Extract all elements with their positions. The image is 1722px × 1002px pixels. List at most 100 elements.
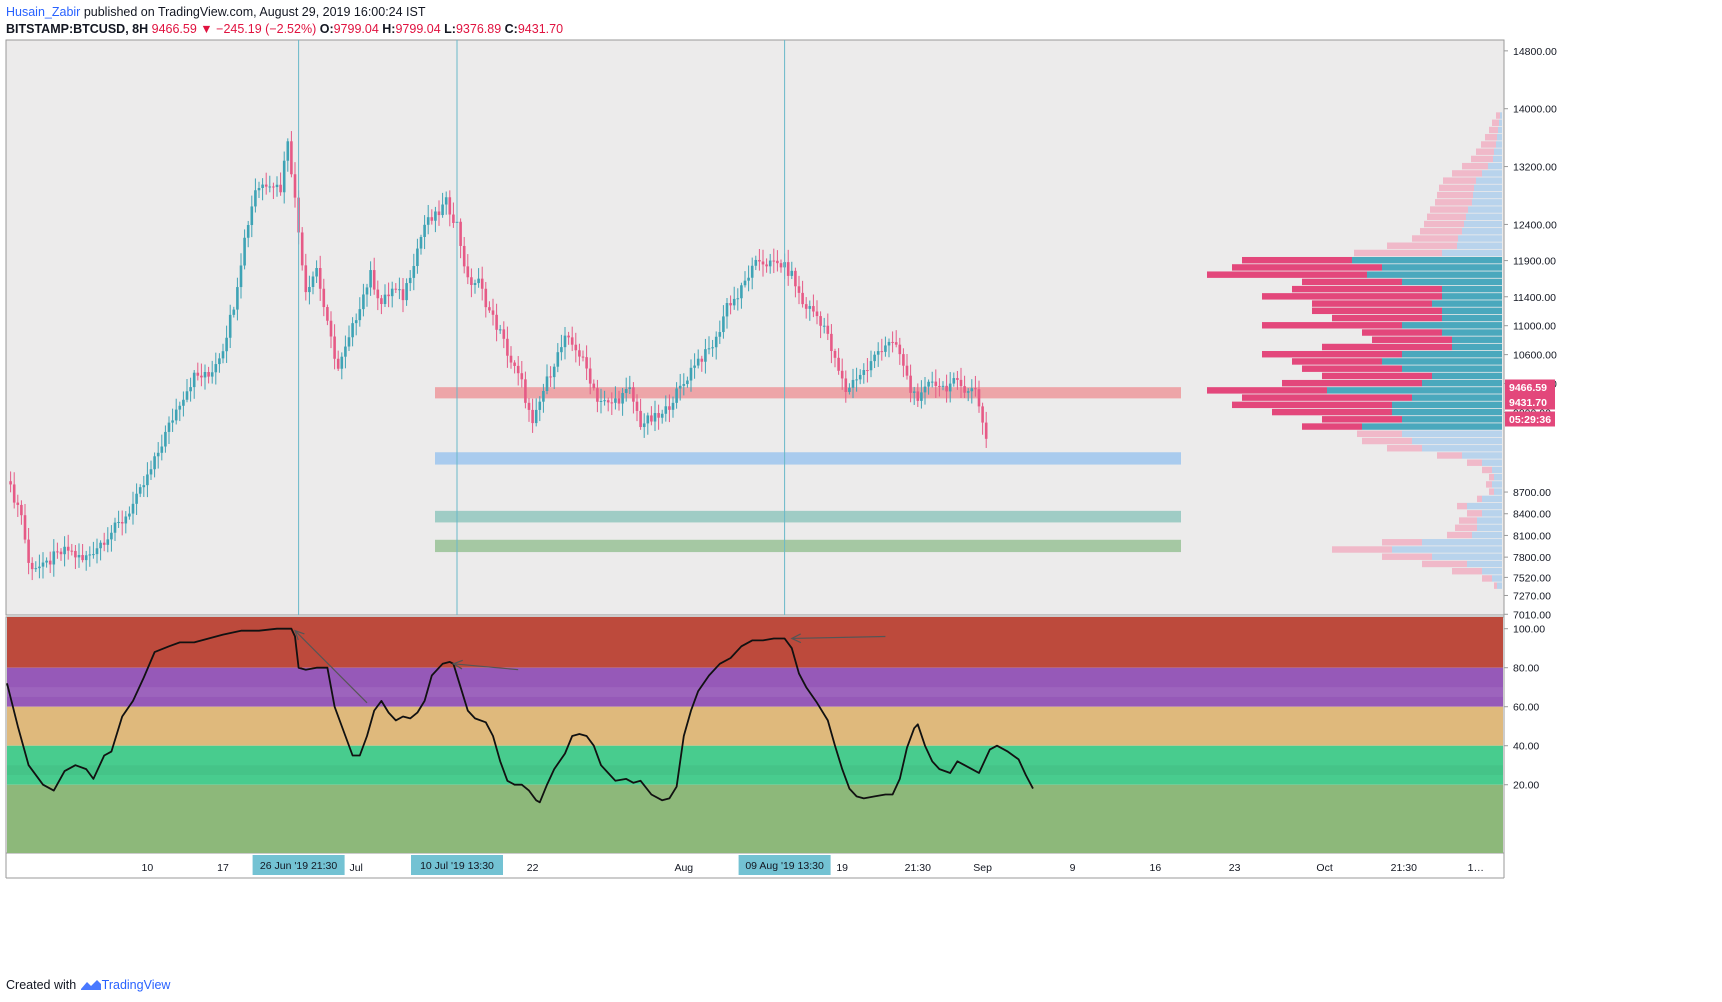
zone-support-blue[interactable] xyxy=(435,452,1181,465)
candle-body xyxy=(610,402,614,404)
volume-profile-down-bar xyxy=(1382,539,1422,546)
open-label: O: xyxy=(319,22,334,36)
candle-body xyxy=(686,380,689,385)
candle-body xyxy=(628,387,632,390)
volume-profile-down-bar xyxy=(1272,408,1392,416)
volume-profile-down-bar xyxy=(1387,242,1457,249)
price-tag-label: 9466.59 xyxy=(1509,382,1547,394)
annotation-arrow-2[interactable] xyxy=(791,635,886,640)
candle-body xyxy=(250,206,254,226)
candle-body xyxy=(351,323,354,338)
candle-body xyxy=(862,370,866,375)
candle-body xyxy=(750,265,754,278)
candle-body xyxy=(473,283,477,285)
volume-profile-up-bar xyxy=(1457,242,1502,249)
volume-profile-down-bar xyxy=(1424,220,1464,228)
volume-profile-up-bar xyxy=(1500,112,1502,119)
volume-profile-up-bar xyxy=(1452,343,1502,351)
candle-body xyxy=(160,446,164,453)
arrow-head-icon xyxy=(452,659,463,670)
candle-body xyxy=(524,379,527,403)
candle-body xyxy=(693,365,696,368)
symbol-label[interactable]: BITSTAMP:BTCUSD, 8H xyxy=(6,22,149,36)
volume-profile-up-bar xyxy=(1472,199,1502,206)
candle-body xyxy=(740,285,743,299)
candle-body xyxy=(128,513,131,517)
annotation-arrow-0[interactable] xyxy=(294,630,368,704)
volume-profile-down-bar xyxy=(1462,162,1488,170)
volume-profile-down-bar xyxy=(1262,351,1402,358)
volume-profile-up-bar xyxy=(1468,206,1502,213)
candle-body xyxy=(822,325,826,327)
price-tick-label: 12400.00 xyxy=(1513,219,1557,231)
price-tick-label: 11400.00 xyxy=(1513,292,1556,304)
candle-body xyxy=(383,294,387,305)
candle-body xyxy=(930,381,934,383)
volume-profile-up-bar xyxy=(1488,162,1502,170)
candle-body xyxy=(495,314,498,330)
band-shade xyxy=(7,687,1503,697)
volume-profile-down-bar xyxy=(1496,112,1500,119)
candle-body xyxy=(135,493,138,504)
candle-body xyxy=(596,388,599,402)
candle-body xyxy=(948,383,952,392)
candle-body xyxy=(718,332,722,337)
candle-body xyxy=(394,288,398,290)
volume-profile-down-bar xyxy=(1362,329,1442,336)
ohlc-line: BITSTAMP:BTCUSD, 8H 9466.59 ▼ −245.19 (−… xyxy=(6,21,1706,38)
candle-body xyxy=(426,217,430,225)
author-link[interactable]: Husain_Zabir xyxy=(6,5,81,19)
oscillator-band-4 xyxy=(7,784,1503,853)
annotation-arrow-1[interactable] xyxy=(453,663,519,671)
volume-profile-up-bar xyxy=(1482,495,1502,503)
candle-body xyxy=(228,314,232,338)
candle-body xyxy=(934,381,938,386)
low-value: 9376.89 xyxy=(455,22,502,36)
volume-profile-up-bar xyxy=(1493,155,1502,163)
volume-profile-up-bar xyxy=(1442,329,1502,336)
volume-profile-down-bar xyxy=(1492,119,1499,126)
candle-body xyxy=(257,187,261,191)
oscillator-pane[interactable] xyxy=(5,616,1505,854)
candle-body xyxy=(477,278,480,284)
price-tick-label: 8100.00 xyxy=(1513,530,1551,542)
volume-profile-down-bar xyxy=(1322,343,1452,351)
candle-body xyxy=(153,456,156,470)
candle-body xyxy=(59,551,63,555)
time-marker-tag xyxy=(411,855,503,875)
candle-body xyxy=(214,364,218,373)
candle-body xyxy=(855,379,858,381)
volume-profile-up-bar xyxy=(1472,531,1502,539)
candle-body xyxy=(74,550,77,558)
candle-body xyxy=(588,368,592,384)
last-price: 9466.59 xyxy=(151,22,197,36)
volume-profile-down-bar xyxy=(1455,524,1477,532)
candle-body xyxy=(254,190,257,207)
price-pane[interactable] xyxy=(5,39,1505,616)
candle-body xyxy=(117,522,120,524)
zone-resistance-red[interactable] xyxy=(435,387,1181,399)
chart-header: Husain_Zabir published on TradingView.co… xyxy=(6,4,1706,38)
candle-body xyxy=(480,278,484,289)
candle-body xyxy=(761,261,765,265)
volume-profile-down-bar xyxy=(1486,481,1492,488)
volume-profile-up-bar xyxy=(1497,582,1502,589)
candle-body xyxy=(131,503,135,514)
tradingview-brand-link[interactable]: TradingView xyxy=(101,978,171,992)
volume-profile-down-bar xyxy=(1481,141,1496,148)
zone-support-teal[interactable] xyxy=(435,510,1181,523)
zone-support-green[interactable] xyxy=(435,539,1181,553)
candle-body xyxy=(398,289,401,291)
arrow-head-icon xyxy=(294,629,305,641)
high-label: H: xyxy=(382,22,396,36)
candle-body xyxy=(772,260,776,262)
candle-body xyxy=(92,554,95,556)
time-marker-label: 10 Jul '19 13:30 xyxy=(420,860,494,872)
candle-body xyxy=(41,562,45,567)
time-tick-label: Oct xyxy=(1316,862,1332,874)
candle-body xyxy=(340,356,344,369)
candle-body xyxy=(912,391,916,393)
volume-profile-up-bar xyxy=(1498,126,1502,134)
candle-body xyxy=(182,399,185,406)
